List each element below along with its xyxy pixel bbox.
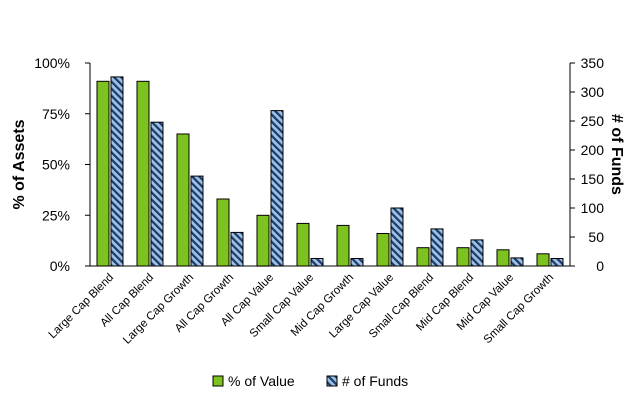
- right-tick-label: 0: [596, 258, 604, 274]
- left-tick-label: 75%: [42, 106, 70, 122]
- category-label: Small Cap Growth: [482, 272, 556, 346]
- bar-pct-value: [256, 214, 270, 267]
- bar-num-funds: [550, 258, 564, 267]
- left-tick-label: 25%: [42, 207, 70, 223]
- right-tick-label: 200: [581, 142, 605, 158]
- category-label: Large Cap Growth: [121, 272, 196, 347]
- bar-pct-value: [296, 222, 310, 267]
- left-tick-label: 100%: [34, 55, 70, 71]
- right-tick-label: 100: [581, 200, 605, 216]
- bar-num-funds: [470, 239, 484, 267]
- bar-num-funds: [510, 257, 524, 267]
- bar-num-funds: [430, 228, 444, 267]
- axes: [85, 62, 575, 267]
- bar-pct-value: [416, 247, 430, 267]
- legend: % of Value # of Funds: [212, 373, 408, 389]
- bar-pct-value: [456, 247, 470, 267]
- bar-pct-value: [216, 198, 230, 267]
- bar-pct-value: [536, 253, 550, 267]
- bar-num-funds: [190, 175, 204, 267]
- bar-num-funds: [110, 76, 124, 267]
- category-label: Large Cap Blend: [47, 272, 117, 342]
- bar-pct-value: [96, 80, 110, 267]
- right-tick-label: 50: [588, 229, 604, 245]
- plot-area: [96, 76, 564, 267]
- bar-pct-value: [136, 80, 150, 267]
- bar-pct-value: [336, 224, 350, 267]
- y2-axis-title: # of Funds: [608, 114, 625, 195]
- bar-num-funds: [350, 258, 364, 267]
- left-tick-label: 0%: [50, 258, 70, 274]
- bar-pct-value: [496, 249, 510, 267]
- bar-pct-value: [176, 133, 190, 267]
- bar-num-funds: [230, 231, 244, 267]
- legend-swatch-pct-value: [212, 375, 224, 387]
- bar-num-funds: [390, 207, 404, 267]
- bar-num-funds: [270, 110, 284, 267]
- left-tick-label: 50%: [42, 157, 70, 173]
- legend-label-num-funds: # of Funds: [342, 373, 408, 389]
- bar-num-funds: [150, 121, 164, 267]
- bar-num-funds: [310, 258, 324, 267]
- right-tick-label: 250: [581, 113, 605, 129]
- right-tick-label: 300: [581, 84, 605, 100]
- bar-pct-value: [376, 233, 390, 267]
- right-tick-label: 350: [581, 55, 605, 71]
- legend-label-pct-value: % of Value: [228, 373, 295, 389]
- y-axis-title: % of Assets: [11, 119, 28, 209]
- legend-swatch-num-funds: [326, 375, 338, 387]
- right-tick-label: 150: [581, 171, 605, 187]
